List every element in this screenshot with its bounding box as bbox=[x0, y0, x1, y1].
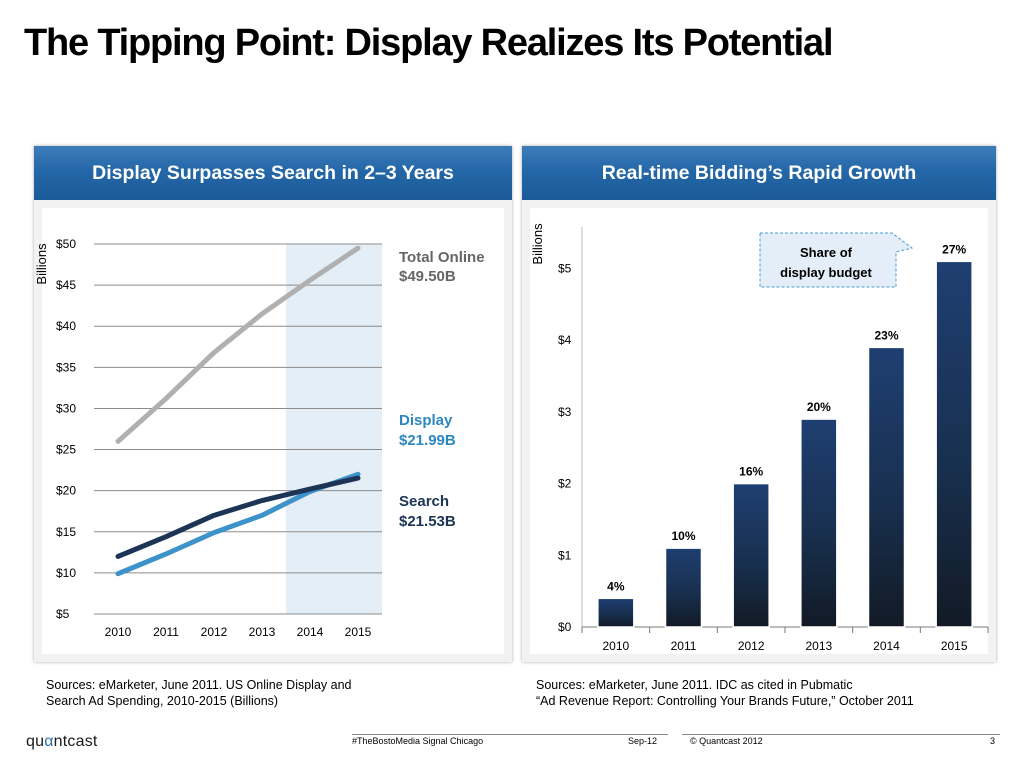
right-units-label: Billions bbox=[530, 223, 545, 265]
y-tick-label: $10 bbox=[56, 566, 76, 580]
bar-data-label: 20% bbox=[807, 400, 831, 414]
y-tick-label: $2 bbox=[558, 477, 572, 491]
total-online-label: Total Online bbox=[399, 249, 485, 266]
total-online-line bbox=[115, 245, 361, 444]
display-label: Display bbox=[399, 412, 453, 429]
right-sources: Sources: eMarketer, June 2011. IDC as ci… bbox=[536, 677, 914, 709]
quantcast-logo: quαntcast bbox=[26, 733, 98, 750]
slide-title: The Tipping Point: Display Realizes Its … bbox=[24, 22, 834, 64]
bar-data-label: 10% bbox=[671, 529, 695, 543]
x-tick-label: 2013 bbox=[249, 625, 276, 639]
forecast-shade bbox=[286, 244, 382, 614]
rtb-bar bbox=[732, 482, 770, 628]
rtb-bar bbox=[664, 547, 703, 628]
display-value: $21.99B bbox=[399, 432, 456, 449]
y-tick-label: $5 bbox=[558, 262, 572, 276]
y-tick-label: $35 bbox=[56, 360, 76, 374]
left-source-line2: Search Ad Spending, 2010-2015 (Billions) bbox=[46, 694, 279, 708]
footer-date: Sep-12 bbox=[628, 736, 658, 746]
y-tick-label: $40 bbox=[56, 319, 76, 333]
rtb-bar bbox=[935, 260, 973, 628]
y-tick-label: $1 bbox=[558, 548, 572, 562]
left-panel-header: Display Surpasses Search in 2–3 Years bbox=[34, 146, 512, 200]
search-line bbox=[115, 475, 361, 559]
bar-chart: $0 $1 $2 $3 $4 $5 2010 2011 2012 2013 2014 2015 4%… bbox=[530, 208, 989, 654]
search-label: Search bbox=[399, 493, 449, 510]
callout-line1: Share of bbox=[800, 245, 853, 260]
right-source-line1: Sources: eMarketer, June 2011. IDC as ci… bbox=[536, 678, 853, 692]
footer-rule-left bbox=[352, 734, 668, 735]
left-source-line1: Sources: eMarketer, June 2011. US Online… bbox=[46, 678, 352, 692]
x-tick-label: 2012 bbox=[738, 639, 765, 653]
share-callout: Share of display budget bbox=[759, 232, 914, 288]
rtb-bar bbox=[800, 418, 838, 628]
y-tick-label: $20 bbox=[56, 484, 76, 498]
footer-event: #TheBostoMedia Signal Chicago bbox=[352, 736, 484, 746]
x-tick-label: 2011 bbox=[153, 625, 179, 639]
footer-copyright: © Quantcast 2012 bbox=[690, 736, 763, 746]
left-sources: Sources: eMarketer, June 2011. US Online… bbox=[46, 677, 352, 709]
y-tick-label: $15 bbox=[56, 525, 76, 539]
right-source-line2: “Ad Revenue Report: Controlling Your Bra… bbox=[536, 694, 914, 708]
x-tick-label: 2014 bbox=[873, 639, 900, 653]
y-tick-label: $50 bbox=[56, 237, 76, 251]
bar-data-label: 16% bbox=[739, 465, 763, 479]
left-units-label: Billions bbox=[34, 243, 49, 285]
y-tick-label: $0 bbox=[558, 620, 572, 634]
footer-page-number: 3 bbox=[990, 736, 996, 746]
bar-data-label: 23% bbox=[874, 328, 898, 342]
rtb-bar bbox=[867, 346, 906, 628]
y-tick-label: $30 bbox=[56, 401, 76, 415]
y-tick-label: $45 bbox=[56, 278, 76, 292]
right-panel-header: Real-time Bidding’s Rapid Growth bbox=[522, 146, 996, 200]
x-tick-label: 2013 bbox=[805, 639, 832, 653]
y-tick-label: $25 bbox=[56, 443, 76, 457]
x-tick-label: 2014 bbox=[297, 625, 324, 639]
x-tick-label: 2010 bbox=[602, 639, 629, 653]
x-tick-label: 2012 bbox=[201, 625, 228, 639]
footer-rule-right bbox=[682, 734, 1000, 735]
x-tick-label: 2010 bbox=[105, 625, 132, 639]
rtb-bar bbox=[597, 597, 635, 628]
y-tick-label: $3 bbox=[558, 405, 572, 419]
bar-data-label: 4% bbox=[607, 579, 625, 593]
bar-data-label: 27% bbox=[942, 242, 966, 256]
y-tick-label: $5 bbox=[56, 607, 70, 621]
search-value: $21.53B bbox=[399, 513, 456, 530]
y-tick-label: $4 bbox=[558, 333, 572, 347]
x-tick-label: 2015 bbox=[941, 639, 968, 653]
x-tick-label: 2015 bbox=[345, 625, 372, 639]
total-online-value: $49.50B bbox=[399, 268, 456, 285]
x-tick-label: 2011 bbox=[671, 639, 697, 653]
callout-line2: display budget bbox=[780, 265, 872, 280]
line-chart: $5 $10 $15 $20 $25 $30 $35 $40 $45 $50 2010 2011 20… bbox=[34, 208, 504, 654]
